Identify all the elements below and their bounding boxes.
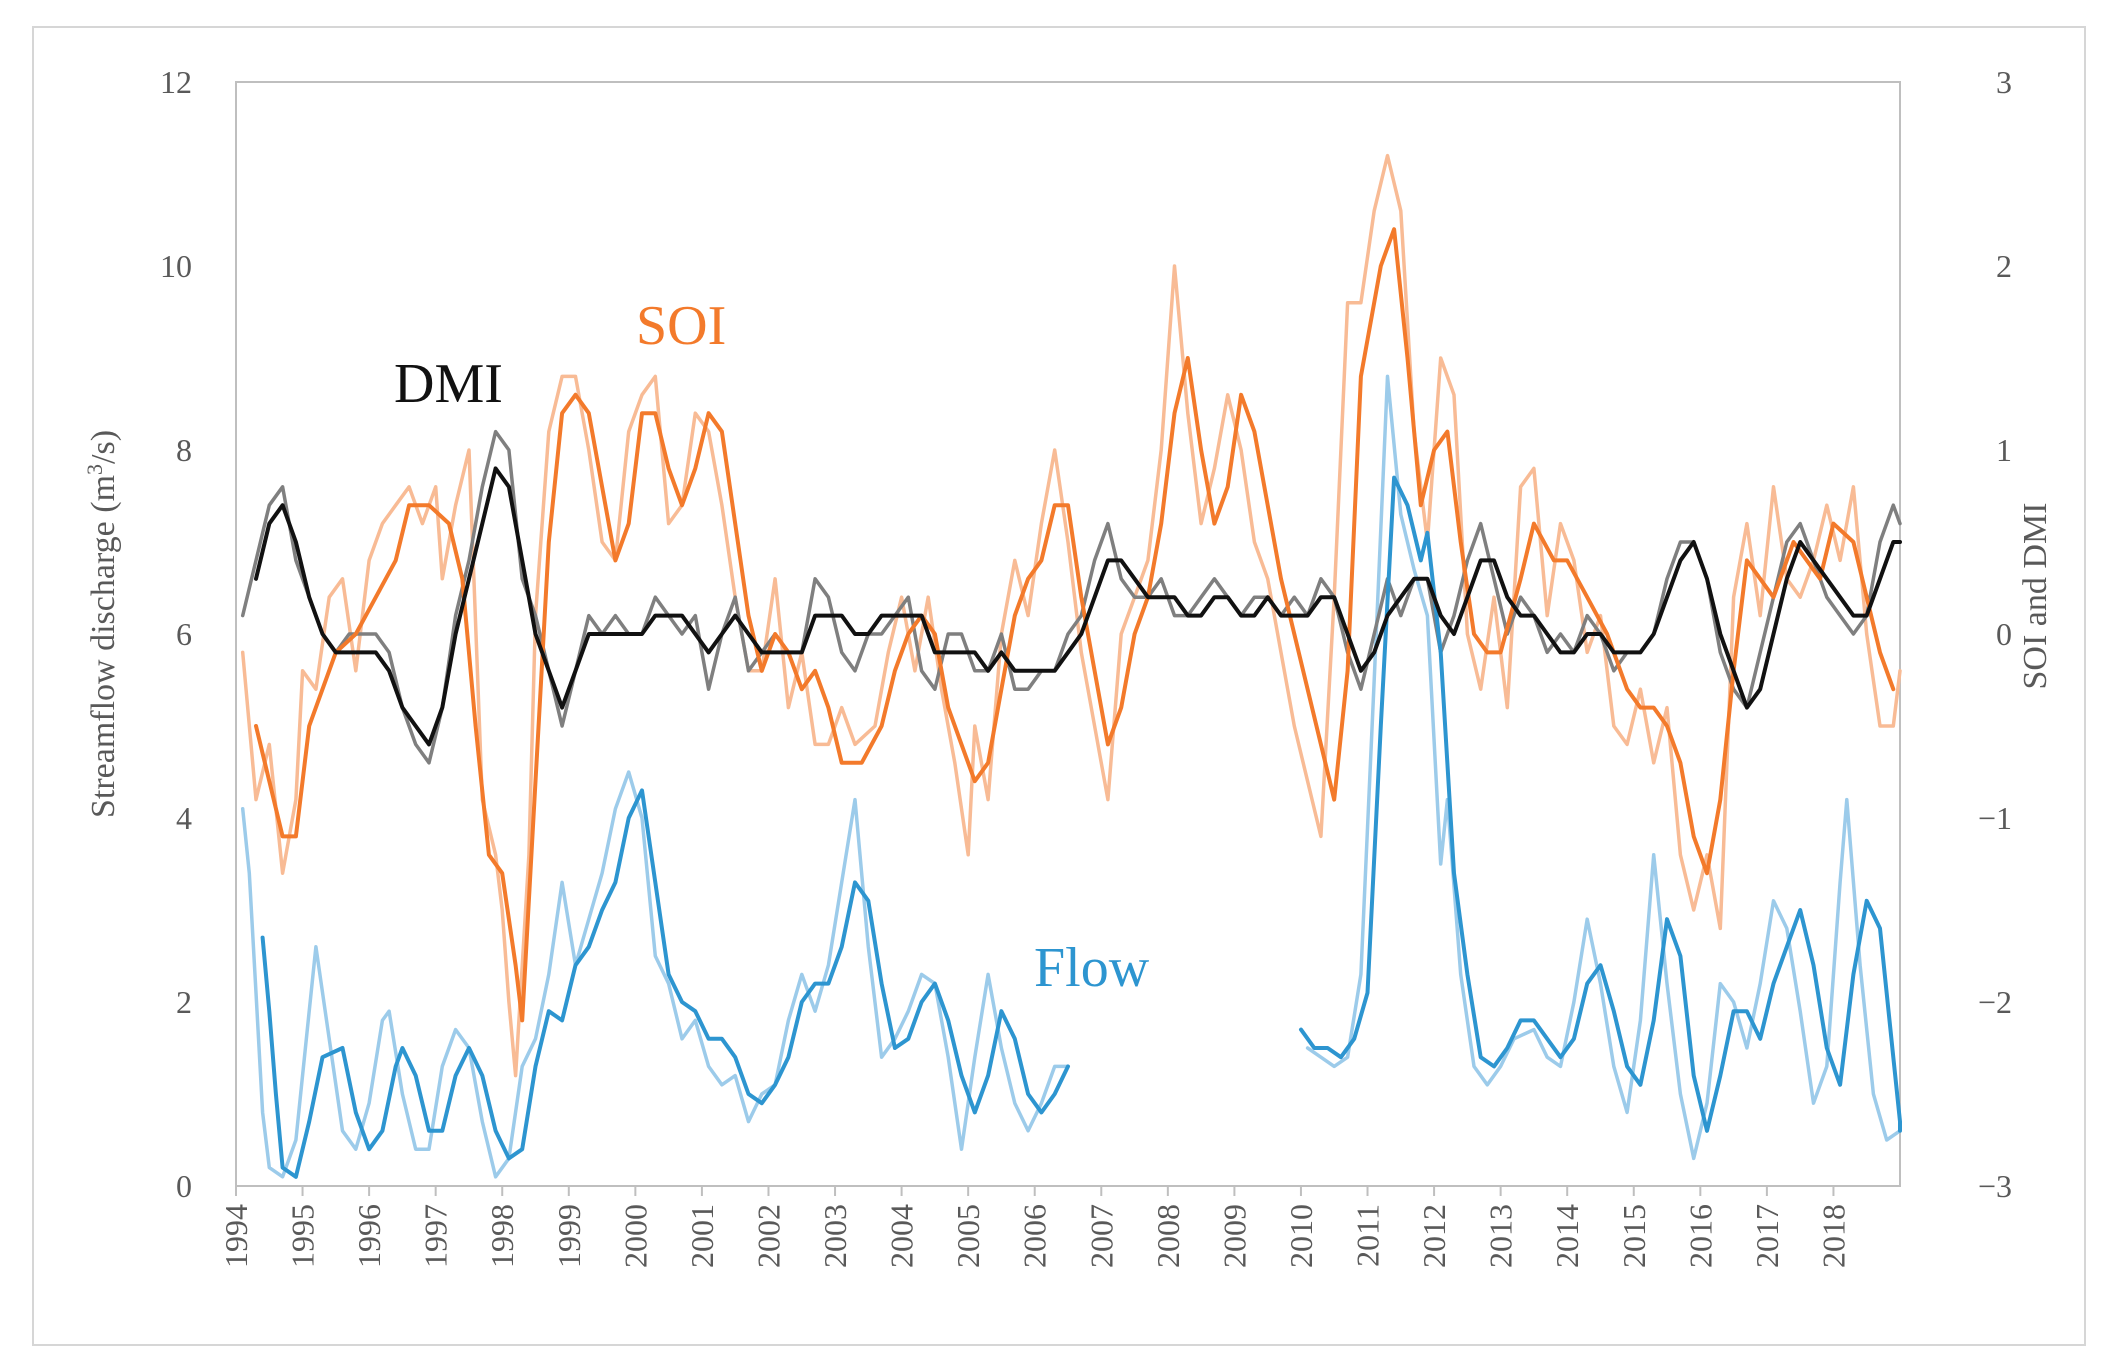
series-line-flow-raw — [240, 770, 1070, 1179]
x-tick-label: 1995 — [285, 1204, 321, 1268]
right-tick-label: 3 — [1996, 64, 2012, 100]
left-axis-ticks: 0 2 4 6 8 10 12 — [160, 64, 192, 1204]
x-tick-label: 2005 — [950, 1204, 986, 1268]
x-tick-label: 2014 — [1549, 1204, 1585, 1268]
left-axis-title: Streamflow discharge (m3/s) — [82, 430, 122, 818]
series-layer — [240, 153, 1902, 1179]
plot-border — [235, 81, 1901, 1187]
x-tick-label: 2001 — [684, 1204, 720, 1268]
x-tick-label: 2002 — [750, 1204, 786, 1268]
right-axis-ticks: −3 −2 −1 0 1 2 3 — [1978, 64, 2012, 1204]
x-tick-label: 1999 — [551, 1204, 587, 1268]
x-tick-label: 2003 — [817, 1204, 853, 1268]
series-line-flow-smooth — [1299, 475, 1902, 1133]
x-tick-label: 1994 — [218, 1204, 254, 1268]
right-tick-label: 0 — [1996, 616, 2012, 652]
x-tick-label: 1996 — [351, 1204, 387, 1268]
right-tick-label: 2 — [1996, 248, 2012, 284]
x-tick-label: 2015 — [1616, 1204, 1652, 1268]
left-tick-label: 12 — [160, 64, 192, 100]
series-label-flow: Flow — [1034, 937, 1150, 999]
left-axis-title-superscript: 3 — [82, 464, 107, 475]
right-tick-label: −1 — [1978, 800, 2012, 836]
right-tick-label: 1 — [1996, 432, 2012, 468]
left-tick-label: 6 — [176, 616, 192, 652]
right-tick-label: −2 — [1978, 984, 2012, 1020]
left-tick-label: 0 — [176, 1168, 192, 1204]
x-tick-label: 2011 — [1350, 1204, 1386, 1267]
left-tick-label: 10 — [160, 248, 192, 284]
series-line-soi-smooth — [254, 227, 1896, 1023]
x-tick-label: 2008 — [1150, 1204, 1186, 1268]
x-tick-label: 2004 — [884, 1204, 920, 1268]
series-line-flow-raw — [1305, 374, 1902, 1161]
left-tick-label: 8 — [176, 432, 192, 468]
series-line-flow-smooth — [260, 788, 1070, 1179]
x-tick-label: 2007 — [1083, 1204, 1119, 1268]
series-line-soi-raw — [240, 153, 1902, 1078]
left-axis-title-text: Streamflow discharge (m — [85, 475, 122, 818]
series-label-dmi: DMI — [394, 353, 503, 415]
series-line-dmi-smooth — [254, 466, 1902, 747]
x-axis-ticks: 1994 1995 1996 1997 1998 1999 2000 2001 2002 2003… — [218, 1186, 1851, 1268]
x-tick-label: 2017 — [1749, 1204, 1785, 1268]
left-axis-title-unit: /s) — [85, 430, 122, 464]
series-label-soi: SOI — [636, 295, 726, 357]
x-tick-label: 2012 — [1416, 1204, 1452, 1268]
right-axis-title: SOI and DMI — [2017, 503, 2054, 690]
x-tick-label: 2006 — [1017, 1204, 1053, 1268]
x-tick-label: 2000 — [617, 1204, 653, 1268]
left-tick-label: 2 — [176, 984, 192, 1020]
right-tick-label: −3 — [1978, 1168, 2012, 1204]
x-tick-label: 2009 — [1216, 1204, 1252, 1268]
x-tick-label: 2018 — [1815, 1204, 1851, 1268]
x-tick-label: 1998 — [484, 1204, 520, 1268]
left-tick-label: 4 — [176, 800, 192, 836]
x-tick-label: 2013 — [1483, 1204, 1519, 1268]
x-tick-label: 2010 — [1283, 1204, 1319, 1268]
x-tick-label: 2016 — [1682, 1204, 1718, 1268]
chart-frame — [32, 26, 2086, 1346]
x-tick-label: 1997 — [418, 1204, 454, 1268]
plot-area — [235, 81, 1901, 1187]
